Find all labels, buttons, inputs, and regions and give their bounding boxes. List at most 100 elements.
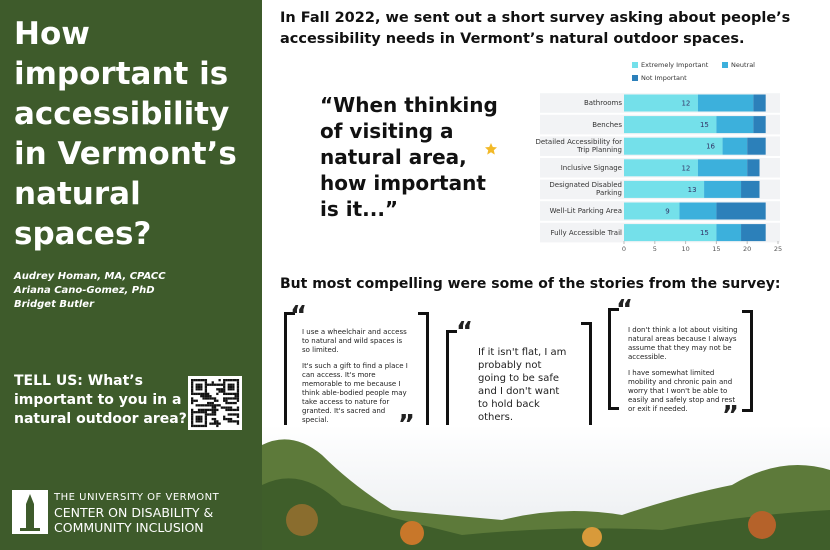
qr-module — [236, 408, 240, 412]
bracket — [742, 310, 753, 412]
qr-module — [202, 424, 205, 428]
qr-module — [209, 408, 212, 412]
qr-module — [213, 411, 217, 414]
logo-line: COMMUNITY INCLUSION — [54, 520, 204, 535]
qr-module — [204, 392, 208, 396]
qr-module — [204, 397, 208, 400]
qr-module — [200, 424, 203, 428]
qr-module — [236, 381, 240, 384]
qr-module — [229, 385, 233, 389]
bar-segment — [704, 180, 742, 198]
qr-module — [197, 415, 201, 418]
qr-module — [225, 392, 228, 396]
bar-segment — [722, 137, 748, 155]
qr-module — [200, 411, 203, 414]
qr-module — [193, 379, 196, 382]
call-to-action: TELL US: What’s important to you in a na… — [14, 373, 187, 427]
qr-code[interactable] — [188, 376, 242, 430]
qr-module — [223, 381, 226, 384]
qr-module — [209, 383, 212, 386]
qr-module — [204, 395, 208, 398]
qr-module — [202, 404, 205, 407]
intro: In Fall 2022, we sent out a short survey… — [280, 10, 791, 47]
chart-svg: Extremely Important Neutral Not Important 1… — [540, 61, 782, 253]
qr-module — [216, 404, 219, 407]
qr-module — [220, 388, 224, 391]
star — [485, 143, 497, 155]
bar-segment — [716, 224, 742, 242]
qr-module — [225, 379, 228, 382]
qr-module — [195, 404, 198, 407]
chart: Extremely Important Neutral Not Important 1… — [535, 55, 790, 265]
x-tick-label: 10 — [681, 245, 689, 253]
bar-segment — [624, 180, 705, 198]
data-label: 12 — [681, 164, 690, 172]
title: How important is accessibility in Vermon… — [14, 16, 237, 252]
story: I don't think a lot about visiting natur… — [628, 326, 740, 421]
qr-module — [213, 422, 217, 425]
qr-module — [229, 417, 233, 421]
qr-module — [204, 408, 208, 412]
logo-icon — [12, 490, 48, 534]
category-label: Designated Disabled Parking — [549, 181, 622, 198]
qr-module — [223, 417, 226, 421]
qr-module — [218, 379, 221, 382]
qr-module — [197, 408, 201, 412]
qr-module — [204, 379, 208, 382]
qr-module — [191, 388, 194, 391]
bar-segment — [741, 224, 766, 242]
qr-module — [204, 383, 208, 386]
qr-module — [207, 401, 210, 405]
qr-module — [227, 383, 230, 386]
qr-module — [193, 424, 196, 428]
qr-module — [229, 406, 233, 409]
qr-module — [234, 395, 237, 398]
qr-module — [193, 399, 196, 402]
qr-module — [209, 401, 212, 405]
qr-module — [191, 392, 194, 396]
bar-segment — [624, 137, 723, 155]
logo-line: CENTER ON DISABILITY & — [54, 505, 214, 520]
qr-module — [193, 392, 196, 396]
qr-module — [236, 385, 240, 389]
qr-module — [225, 397, 228, 400]
x-tick-label: 20 — [743, 245, 751, 253]
qr-module — [225, 408, 228, 412]
qr-module — [227, 397, 230, 400]
qr-module — [218, 388, 221, 391]
qr-module — [207, 383, 210, 386]
qr-module — [204, 420, 208, 423]
qr-module — [197, 411, 201, 414]
qr-module — [236, 399, 240, 402]
qr-module — [236, 392, 240, 396]
qr-module — [213, 397, 217, 400]
qr-module — [195, 392, 198, 396]
author: Bridget Butler — [14, 299, 95, 310]
qr-module — [236, 379, 240, 382]
bar-segment — [753, 94, 766, 112]
bar-segment — [753, 116, 766, 134]
qr-module — [191, 397, 194, 400]
qr-module — [213, 417, 217, 421]
category-label: Benches — [592, 120, 622, 129]
quote-mark: “ — [290, 301, 308, 331]
bar-segment — [624, 116, 717, 134]
qr-module — [234, 408, 237, 412]
qr-module — [204, 413, 208, 416]
qr-module — [218, 422, 221, 425]
bar-segment — [716, 202, 766, 220]
qr-module — [202, 392, 205, 396]
data-label: 9 — [665, 208, 669, 216]
bar-segment — [624, 202, 680, 220]
qr-module — [229, 383, 233, 386]
sidebar: How important is accessibility in Vermon… — [0, 0, 262, 550]
x-tick-label: 25 — [774, 245, 782, 253]
data-label: 16 — [706, 143, 715, 151]
qr-module — [232, 379, 235, 382]
qr-module — [209, 404, 212, 407]
qr-module — [202, 395, 205, 398]
qr-module — [218, 390, 221, 393]
qr-module — [200, 392, 203, 396]
qr-module — [202, 397, 205, 400]
qr-module — [191, 411, 194, 414]
